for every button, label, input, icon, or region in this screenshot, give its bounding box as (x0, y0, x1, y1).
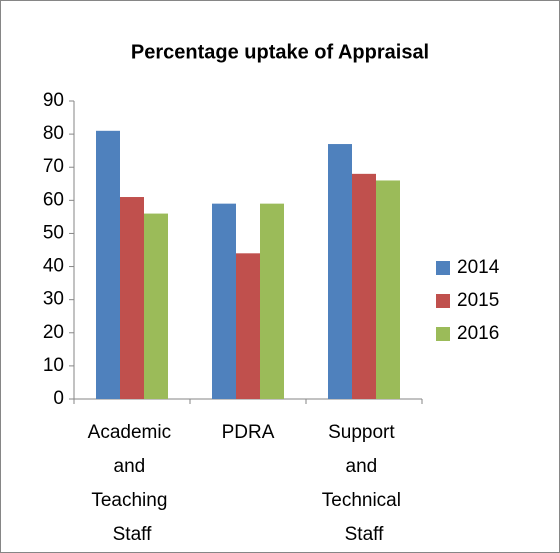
y-tick-label: 60 (43, 189, 64, 210)
bar (376, 180, 400, 399)
bar (352, 173, 376, 399)
bar (212, 203, 236, 399)
x-tick-label: Support and Technical Staff (322, 422, 407, 545)
bar (144, 213, 168, 399)
bar (120, 197, 144, 399)
x-tick-label: PDRA (222, 422, 275, 443)
y-tick-label: 40 (43, 256, 64, 277)
legend-label: 2015 (457, 290, 499, 311)
y-tick-label: 90 (43, 90, 64, 111)
x-tick-label: Academic and Teaching Staff (88, 422, 177, 545)
y-tick-label: 0 (53, 388, 64, 409)
legend-swatch (436, 294, 450, 308)
bar (328, 144, 352, 399)
legend-swatch (436, 327, 450, 341)
y-tick-label: 80 (43, 123, 64, 144)
y-tick-label: 10 (43, 355, 64, 376)
legend-swatch (436, 261, 450, 275)
bar (96, 130, 120, 400)
y-tick-label: 50 (43, 222, 64, 243)
bar (260, 203, 284, 399)
legend-label: 2014 (457, 257, 500, 278)
bar (236, 253, 260, 399)
y-tick-label: 30 (43, 289, 64, 310)
y-tick-label: 70 (43, 156, 64, 177)
chart-title: Percentage uptake of Appraisal (131, 41, 429, 63)
legend-label: 2016 (457, 323, 499, 344)
y-tick-label: 20 (43, 322, 64, 343)
